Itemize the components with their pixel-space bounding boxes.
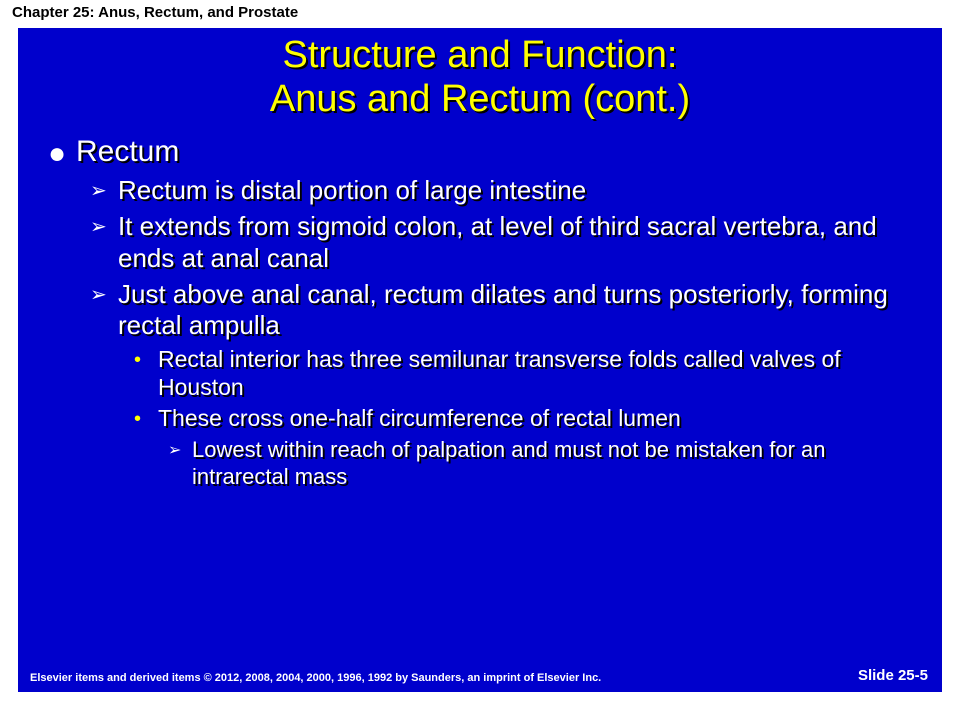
triangle-bullet-icon: ➢ [168, 437, 192, 459]
bullet-level-3: • Rectal interior has three semilunar tr… [134, 346, 912, 401]
copyright-footer: Elsevier items and derived items © 2012,… [30, 672, 601, 684]
bullet-text: Rectum is distal portion of large intest… [118, 175, 586, 207]
triangle-bullet-icon: ➢ [90, 211, 118, 237]
slide-number: Slide 25-5 [858, 667, 928, 684]
bullet-text: These cross one-half circumference of re… [158, 405, 681, 433]
slide-title: Structure and Function: Anus and Rectum … [18, 28, 942, 121]
bullet-level-2: ➢ Rectum is distal portion of large inte… [90, 175, 912, 207]
dot-bullet-icon: • [134, 405, 158, 429]
disc-bullet-icon: ● [48, 135, 76, 169]
slide-content: ● Rectum ➢ Rectum is distal portion of l… [18, 121, 942, 490]
bullet-level-1: ● Rectum [48, 135, 912, 169]
bullet-level-2: ➢ It extends from sigmoid colon, at leve… [90, 211, 912, 274]
bullet-text: Just above anal canal, rectum dilates an… [118, 279, 912, 342]
dot-bullet-icon: • [134, 346, 158, 370]
slide-body: Structure and Function: Anus and Rectum … [18, 28, 942, 692]
chapter-header: Chapter 25: Anus, Rectum, and Prostate [0, 0, 960, 28]
bullet-text: Lowest within reach of palpation and mus… [192, 437, 912, 491]
triangle-bullet-icon: ➢ [90, 175, 118, 201]
title-line-1: Structure and Function: [18, 34, 942, 78]
bullet-level-3: • These cross one-half circumference of … [134, 405, 912, 433]
triangle-bullet-icon: ➢ [90, 279, 118, 305]
bullet-level-4: ➢ Lowest within reach of palpation and m… [168, 437, 912, 491]
bullet-text: It extends from sigmoid colon, at level … [118, 211, 912, 274]
bullet-text: Rectal interior has three semilunar tran… [158, 346, 912, 401]
bullet-text: Rectum [76, 135, 179, 169]
bullet-level-2: ➢ Just above anal canal, rectum dilates … [90, 279, 912, 342]
title-line-2: Anus and Rectum (cont.) [18, 78, 942, 122]
